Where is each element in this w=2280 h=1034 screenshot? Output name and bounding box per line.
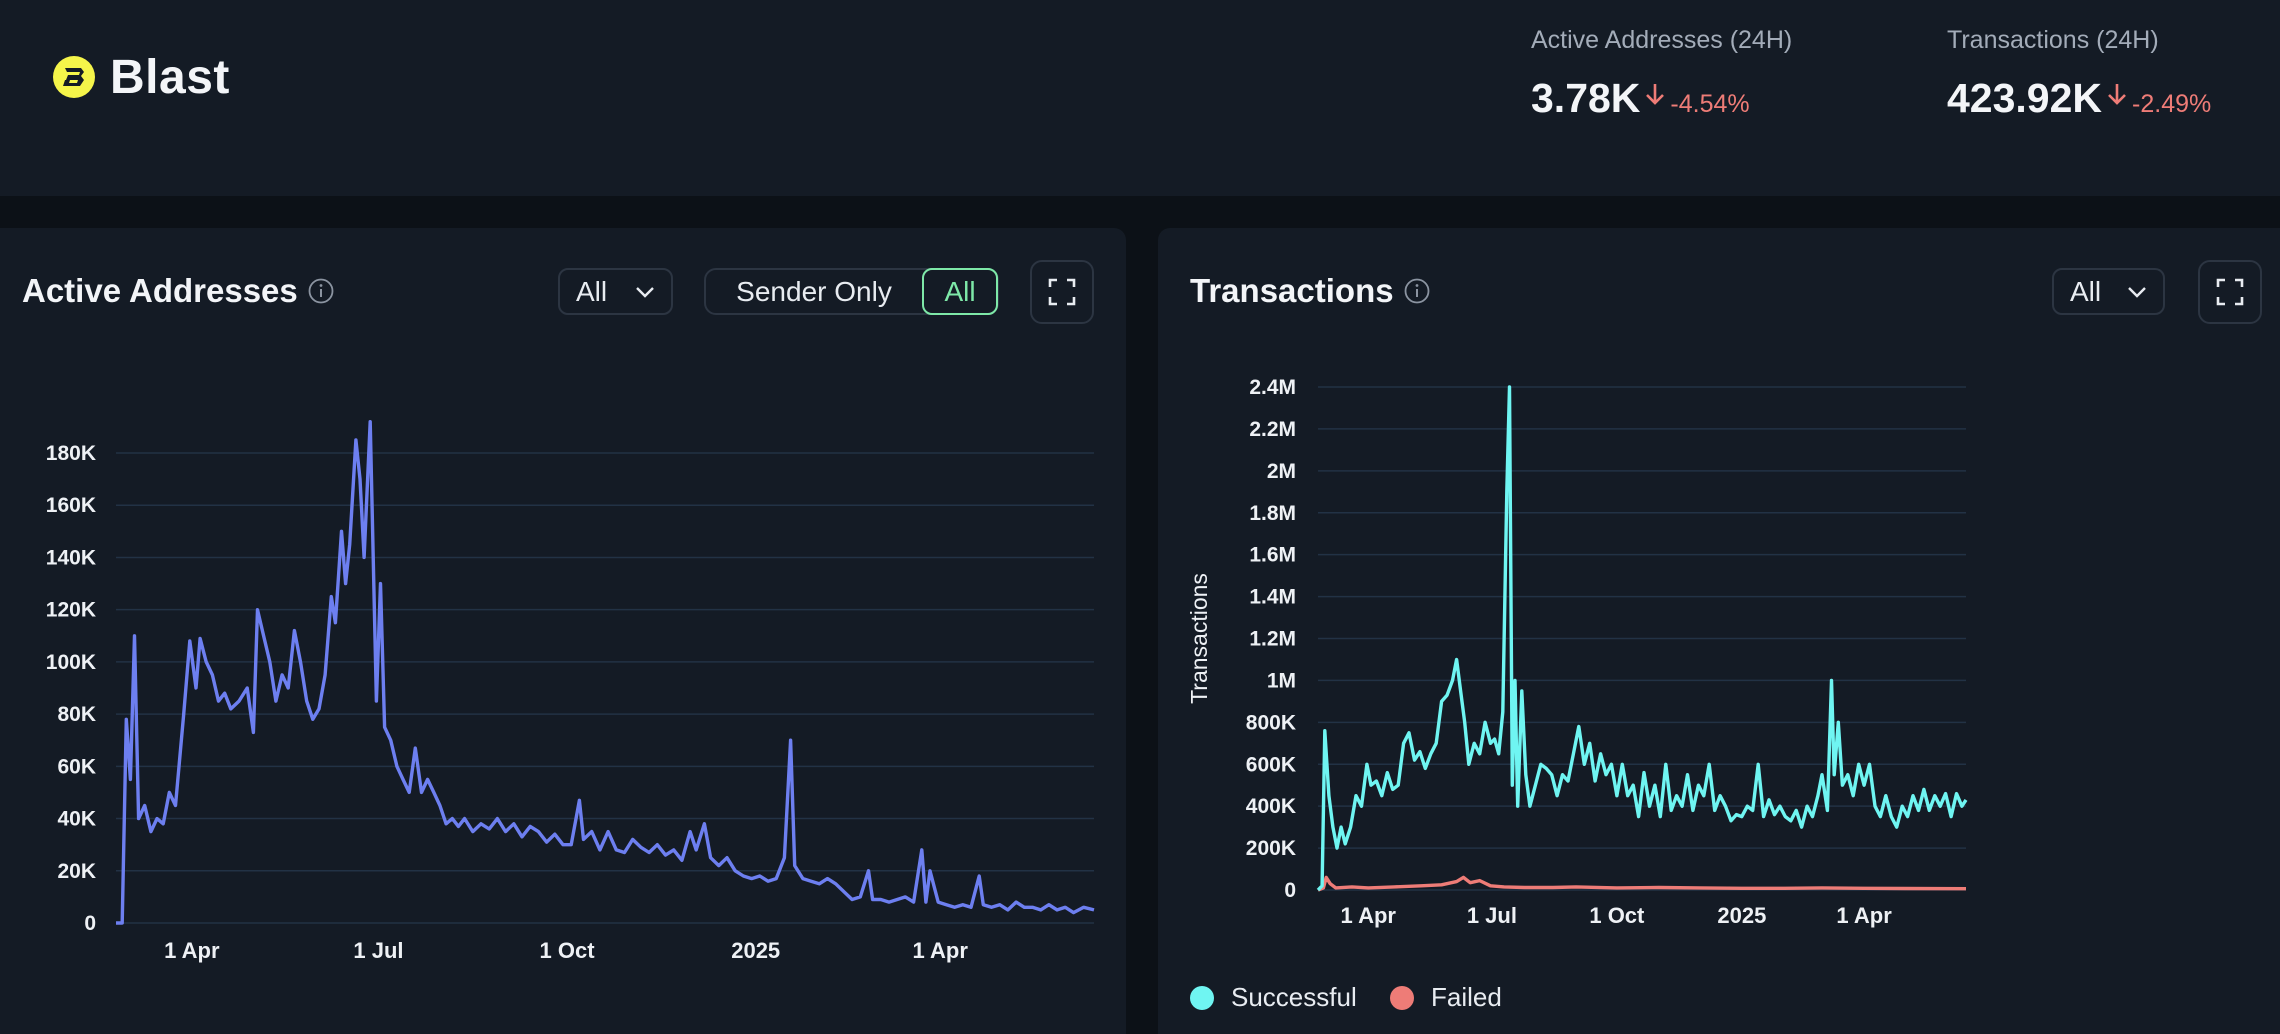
toggle-all[interactable]: All [922, 268, 998, 315]
toggle-sender-only[interactable]: Sender Only [736, 275, 892, 307]
blast-logo-icon [53, 56, 95, 98]
x-tick-label: 2025 [1717, 903, 1766, 928]
expand-icon [2216, 278, 2244, 306]
legend-failed[interactable]: Failed [1390, 982, 1502, 1013]
transactions-chart: 0 200K 400K 600K 800K 1M 1.2M 1.4M 1.6M 1.8M 2M 2.2… [1186, 376, 1968, 928]
y-tick-label: 120K [46, 599, 96, 622]
x-tick-label: 2025 [731, 938, 780, 963]
arrow-down-icon [1646, 83, 1665, 105]
x-tick-label: 1 Apr [1836, 903, 1892, 928]
stat-label: Active Addresses (24H) [1531, 26, 1793, 54]
y-tick-label: 1.8M [1249, 502, 1296, 525]
y-tick-label: 0 [84, 912, 96, 935]
y-axis-label: Transactions [1186, 573, 1212, 704]
legend-label: Failed [1431, 982, 1502, 1012]
y-tick-label: 100K [46, 651, 96, 674]
y-tick-label: 140K [46, 546, 96, 569]
stat-active-addresses: Active Addresses (24H) 3.78K -4.54% [1531, 26, 1792, 122]
page-header: Blast Active Addresses (24H) 3.78K -4.54… [0, 0, 2280, 196]
y-tick-label: 80K [57, 703, 96, 726]
dropdown-value: All [576, 275, 608, 307]
stat-change: -2.49% [2132, 90, 2212, 118]
y-tick-label: 600K [1246, 753, 1296, 776]
data-series-line [116, 420, 1095, 925]
active-addresses-filter-dropdown[interactable]: All [558, 268, 673, 315]
successful-series-line [1316, 385, 1968, 892]
x-tick-label: 1 Apr [913, 938, 969, 963]
info-icon[interactable] [308, 278, 334, 304]
failed-series-line [1317, 875, 1967, 892]
y-tick-label: 2.4M [1249, 376, 1296, 399]
brand-name: Blast [110, 51, 230, 104]
stat-value: 423.92K [1947, 75, 2103, 121]
y-tick-label: 200K [1246, 837, 1296, 860]
x-tick-label: 1 Apr [164, 938, 220, 963]
x-tick-label: 1 Jul [353, 938, 403, 963]
active-addresses-chart: 0 20K 40K 60K 80K 100K 120K 140K 160K 180K 1 Apr 1 … [46, 420, 1095, 963]
x-tick-label: 1 Jul [1467, 903, 1517, 928]
stat-value: 3.78K [1531, 75, 1641, 121]
y-tick-label: 40K [57, 808, 96, 831]
address-type-toggle: Sender Only All [704, 268, 999, 315]
arrow-down-icon [2108, 83, 2126, 105]
legend-successful[interactable]: Successful [1190, 982, 1357, 1013]
y-tick-label: 20K [57, 860, 96, 883]
legend-dot [1390, 985, 1414, 1010]
x-tick-label: 1 Apr [1341, 903, 1397, 928]
y-tick-label: 1M [1267, 669, 1296, 692]
y-tick-label: 2.2M [1249, 418, 1296, 441]
y-tick-label: 1.6M [1249, 544, 1296, 567]
transactions-panel [1158, 228, 2280, 1034]
y-tick-label: 1.4M [1249, 586, 1296, 609]
legend-dot [1190, 985, 1214, 1010]
dropdown-value: All [2070, 275, 2102, 307]
info-icon[interactable] [1404, 278, 1430, 304]
y-tick-label: 1.2M [1249, 628, 1296, 651]
transactions-title: Transactions [1190, 272, 1394, 309]
legend-label: Successful [1231, 982, 1357, 1012]
y-tick-label: 0 [1284, 879, 1296, 902]
y-tick-label: 400K [1246, 795, 1296, 818]
y-tick-label: 2M [1267, 460, 1296, 483]
transactions-filter-dropdown[interactable]: All [2052, 268, 2165, 315]
y-tick-label: 160K [46, 494, 96, 517]
stat-transactions: Transactions (24H) 423.92K -2.49% [1947, 26, 2211, 122]
y-tick-label: 180K [46, 442, 96, 465]
expand-button[interactable] [2198, 260, 2262, 324]
active-addresses-title: Active Addresses [22, 272, 298, 309]
x-tick-label: 1 Oct [540, 938, 596, 963]
expand-button[interactable] [1030, 260, 1094, 324]
x-tick-label: 1 Oct [1589, 903, 1645, 928]
chevron-down-icon [636, 287, 654, 298]
stat-change: -4.54% [1670, 90, 1750, 118]
y-tick-label: 60K [57, 755, 96, 778]
stat-label: Transactions (24H) [1947, 26, 2159, 54]
y-tick-label: 800K [1246, 711, 1296, 734]
chevron-down-icon [2128, 287, 2146, 298]
expand-icon [1048, 278, 1076, 306]
